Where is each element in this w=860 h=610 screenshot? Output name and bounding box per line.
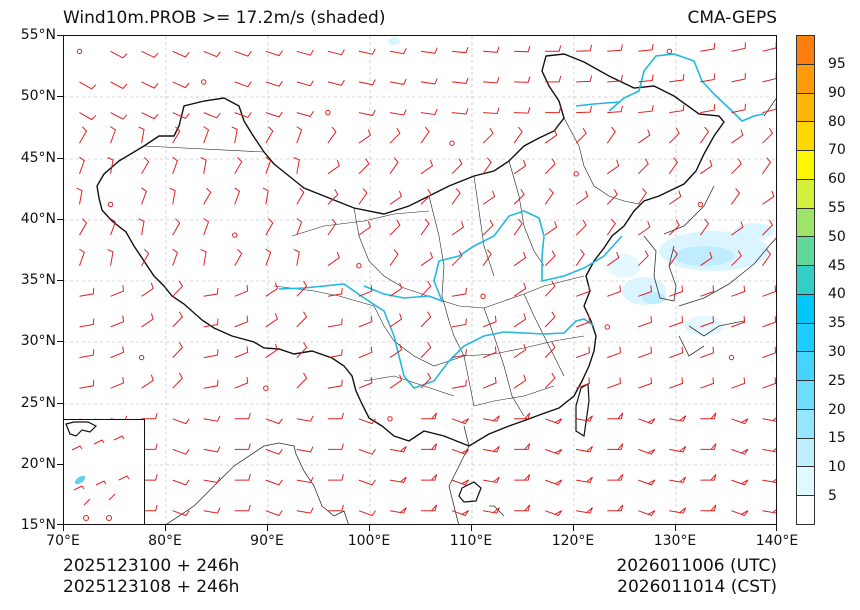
tick-mark [369,525,370,531]
south-china-sea-inset [63,419,145,525]
lon-tick-label: 90°E [250,533,284,549]
lat-tick-label: 45°N [20,150,56,166]
tick-mark [57,35,63,36]
colorbar-segment [797,122,814,152]
inset-barbs [71,435,130,506]
colorbar-label: 40 [828,286,846,302]
province-borders [143,117,640,417]
colorbar-segment [797,208,814,238]
colorbar-segment [797,237,814,267]
colorbar-segment [797,179,814,209]
colorbar-segment [797,36,814,65]
lat-tick-label: 50°N [20,88,56,104]
colorbar-segment [797,438,814,468]
colorbar-label: 15 [828,430,846,446]
colorbar-label: 80 [828,114,846,130]
tick-mark [57,524,63,525]
colorbar-label: 55 [828,200,846,216]
map-title: Wind10m.PROB >= 17.2m/s (shaded) [63,8,386,28]
lat-tick-label: 20°N [20,456,56,472]
lat-tick-label: 25°N [20,395,56,411]
lon-tick-label: 110°E [449,533,493,549]
tick-mark [57,464,63,465]
colorbar-segment [797,381,814,410]
colorbar-segment [797,496,814,525]
tick-mark [57,158,63,159]
tick-mark [57,341,63,342]
colorbar-segment [797,467,814,497]
tick-mark [675,525,676,531]
map-plot-area[interactable] [63,35,777,525]
calm-marker [106,515,112,521]
init-time-block: 2025123100 + 246h 2025123108 + 246h [63,556,239,598]
lon-tick-label: 120°E [551,533,595,549]
colorbar-label: 30 [828,344,846,360]
colorbar-label: 70 [828,142,846,158]
colorbar-segment [797,323,814,353]
model-name: CMA-GEPS [687,8,777,28]
lon-tick-label: 80°E [148,533,182,549]
colorbar-label: 20 [828,402,846,418]
valid-time-block: 2026011006 (UTC) 2026011014 (CST) [616,556,777,598]
inset-shading [74,475,86,485]
lat-tick-label: 55°N [20,27,56,43]
coastline [489,98,776,517]
colorbar-segment [797,294,814,324]
tick-mark [471,525,472,531]
hainan-outline [458,481,482,503]
taiwan-outline [575,382,590,437]
inset-canvas [65,421,130,521]
colorbar-segment [797,93,814,123]
valid-time-utc: 2026011006 (UTC) [616,556,777,576]
valid-time-cst: 2026011014 (CST) [617,577,777,597]
init-time-cst: 2025123108 + 246h [63,577,240,597]
colorbar-segment [797,64,814,94]
tick-mark [57,219,63,220]
colorbar-label: 5 [828,488,837,504]
colorbar-segment [797,151,814,180]
tick-mark [57,96,63,97]
lon-tick-label: 130°E [653,533,697,549]
lat-tick-label: 30°N [20,333,56,349]
tick-mark [57,403,63,404]
lon-tick-label: 140°E [755,533,799,549]
country-border [96,53,725,447]
rivers [278,53,765,389]
tick-mark [267,525,268,531]
wind-barbs [76,41,776,517]
colorbar-label: 50 [828,229,846,245]
graticule [64,36,776,524]
colorbar-segment [797,266,814,295]
inset-coastline [65,421,98,437]
colorbar-label: 95 [828,56,846,72]
calm-marker [83,515,89,521]
coastline [166,425,470,524]
colorbar-label: 35 [828,315,846,331]
colorbar [796,35,815,525]
colorbar-label: 60 [828,171,846,187]
tick-mark [573,525,574,531]
tick-mark [165,525,166,531]
colorbar-segment [797,352,814,382]
colorbar-label: 90 [828,85,846,101]
lat-tick-label: 15°N [20,517,56,533]
tick-mark [776,525,777,531]
colorbar-segment [797,409,814,439]
map-canvas [64,36,776,524]
probability-shading [388,37,774,336]
colorbar-label: 25 [828,373,846,389]
lat-tick-label: 40°N [20,211,56,227]
lat-tick-label: 35°N [20,272,56,288]
init-time-utc: 2025123100 + 246h [63,556,240,576]
colorbar-label: 45 [828,258,846,274]
lon-tick-label: 70°E [46,533,80,549]
lon-tick-label: 100°E [347,533,391,549]
tick-mark [63,525,64,531]
tick-mark [57,280,63,281]
colorbar-label: 10 [828,459,846,475]
